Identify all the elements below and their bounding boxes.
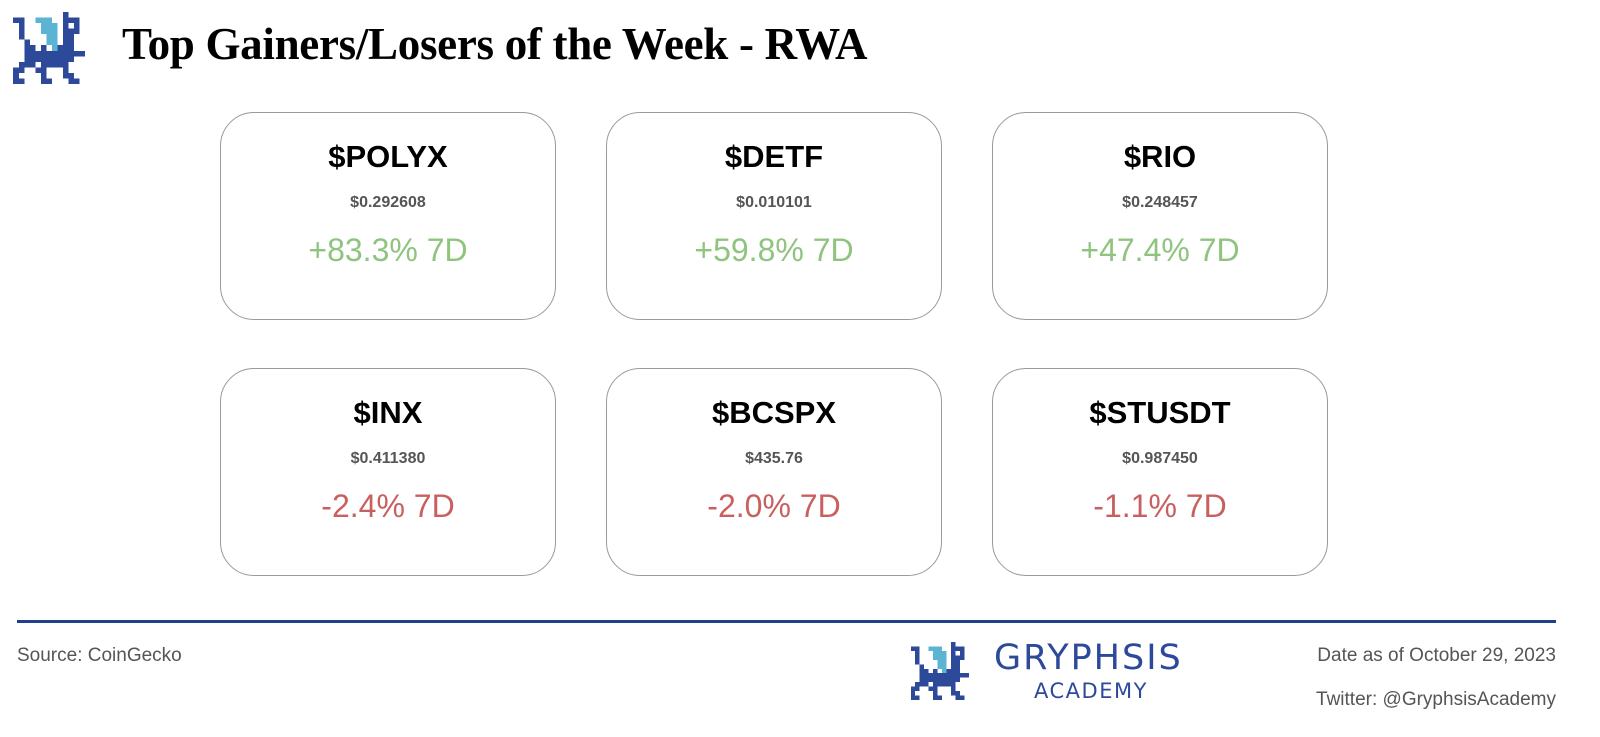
token-price: $435.76 <box>745 450 803 467</box>
token-price: $0.248457 <box>1122 194 1198 211</box>
token-change-7d: -2.4% 7D <box>321 488 455 524</box>
token-card-detf: $DETF $0.010101 +59.8% 7D <box>606 112 942 320</box>
token-ticker: $POLYX <box>328 139 448 174</box>
brand-name: GRYPHSIS <box>994 638 1183 678</box>
token-ticker: $STUSDT <box>1089 395 1231 430</box>
token-price: $0.010101 <box>736 194 812 211</box>
token-card-stusdt: $STUSDT $0.987450 -1.1% 7D <box>992 368 1328 576</box>
gryphon-logo-icon <box>13 12 86 84</box>
token-change-7d: +83.3% 7D <box>308 232 468 268</box>
token-change-7d: -1.1% 7D <box>1093 488 1227 524</box>
token-change-7d: +59.8% 7D <box>694 232 854 268</box>
token-price: $0.987450 <box>1122 450 1198 467</box>
token-change-7d: -2.0% 7D <box>707 488 841 524</box>
brand-lockup: GRYPHSIS ACADEMY <box>910 638 1200 703</box>
token-change-7d: +47.4% 7D <box>1080 232 1240 268</box>
source-label: Source: CoinGecko <box>17 645 182 666</box>
token-card-bcspx: $BCSPX $435.76 -2.0% 7D <box>606 368 942 576</box>
gryphon-brand-icon <box>910 642 969 700</box>
token-price: $0.411380 <box>350 450 426 467</box>
page-title: Top Gainers/Losers of the Week - RWA <box>122 19 868 69</box>
brand-subtitle: ACADEMY <box>1034 679 1148 703</box>
token-card-polyx: $POLYX $0.292608 +83.3% 7D <box>220 112 556 320</box>
token-ticker: $BCSPX <box>711 395 837 430</box>
twitter-handle: Twitter: @GryphsisAcademy <box>1316 689 1556 710</box>
date-label: Date as of October 29, 2023 <box>1317 645 1556 666</box>
footer-divider <box>17 620 1556 623</box>
token-card-rio: $RIO $0.248457 +47.4% 7D <box>992 112 1328 320</box>
token-ticker: $RIO <box>1123 139 1197 174</box>
token-ticker: $DETF <box>724 139 824 174</box>
token-price: $0.292608 <box>350 194 426 211</box>
token-ticker: $INX <box>353 395 423 430</box>
token-card-inx: $INX $0.411380 -2.4% 7D <box>220 368 556 576</box>
